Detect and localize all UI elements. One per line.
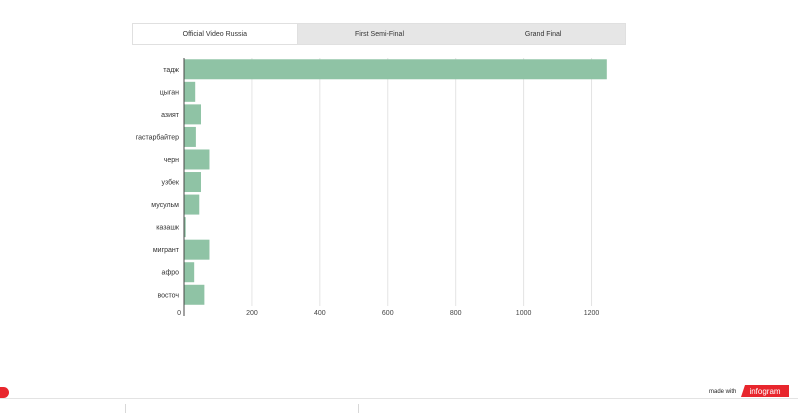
x-tick-label: 1000 [516, 310, 532, 317]
bar [184, 194, 200, 215]
bar [184, 284, 205, 305]
category-label: черн [164, 157, 179, 164]
x-tick-label: 200 [246, 310, 258, 317]
x-tick-label: 0 [177, 310, 181, 317]
bar [184, 81, 196, 102]
x-tick-label: 1200 [584, 310, 600, 317]
bar [184, 104, 201, 125]
made-with-label: made with [709, 389, 737, 395]
infogram-share-icon[interactable] [0, 387, 9, 398]
infogram-logo[interactable]: infogram [741, 385, 789, 397]
category-label: восточ [157, 292, 179, 299]
category-label: мигрант [153, 247, 180, 254]
bar [184, 149, 210, 170]
category-label: гастарбайтер [136, 133, 179, 141]
category-label: тадж [163, 67, 179, 74]
footer-divider [0, 398, 798, 399]
bar [184, 59, 607, 80]
category-label: узбек [161, 179, 179, 187]
category-label: казашк [156, 225, 180, 232]
tab-grand-final[interactable]: Grand Final [524, 30, 562, 38]
footer-separator [125, 404, 126, 413]
chart-tabs: Official Video Russia First Semi-Final G… [132, 23, 626, 45]
category-label: цыган [160, 89, 179, 96]
bar [184, 172, 201, 193]
tab-official-video-russia[interactable]: Official Video Russia [133, 24, 298, 44]
category-label: мусульм [151, 202, 179, 209]
category-label: афро [162, 270, 180, 277]
x-tick-label: 800 [450, 310, 462, 317]
x-tick-label: 600 [382, 310, 394, 317]
footer-separator [358, 404, 359, 413]
bar [184, 239, 210, 260]
bar [184, 262, 195, 283]
bar [184, 217, 186, 238]
tab-first-semi-final[interactable]: First Semi-Final [355, 30, 405, 38]
category-label: азият [161, 112, 180, 119]
x-tick-label: 400 [314, 310, 326, 317]
bar [184, 126, 196, 147]
